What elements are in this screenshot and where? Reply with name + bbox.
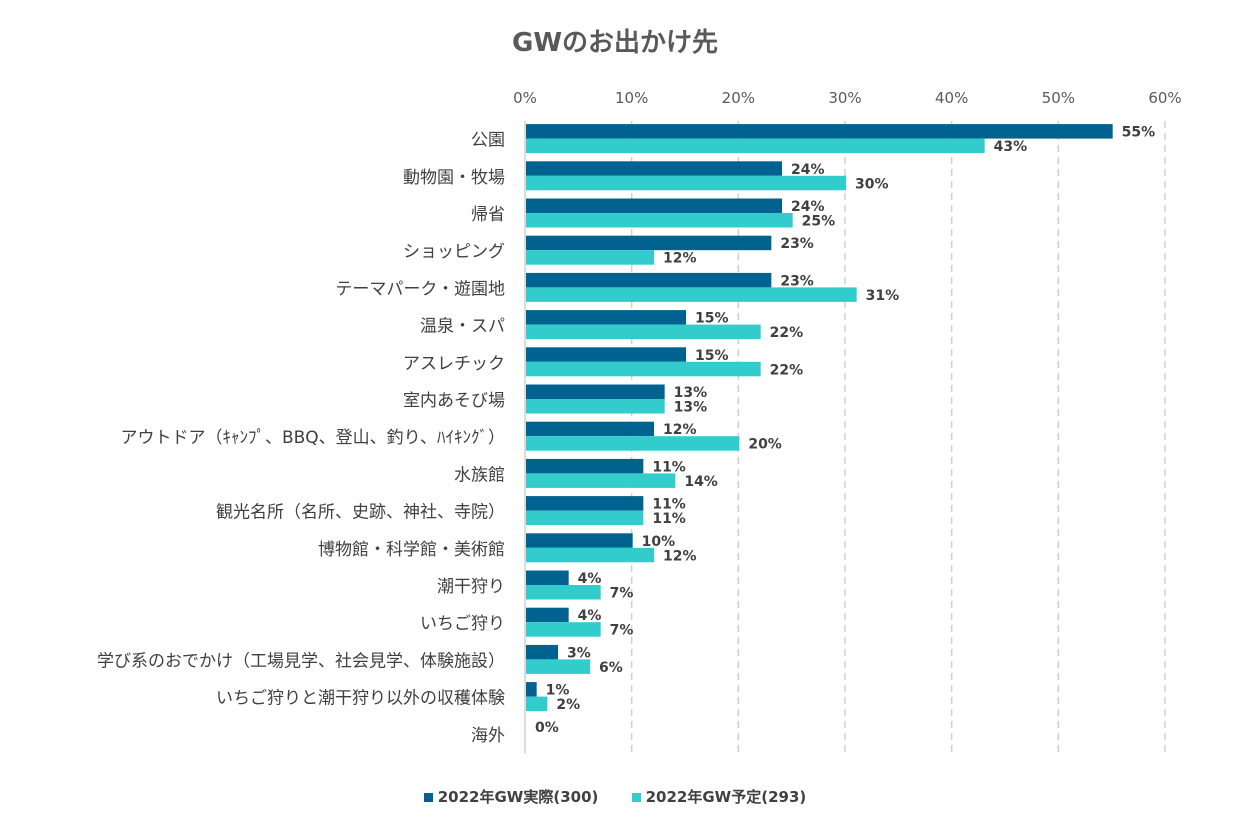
data-label: 23%: [780, 236, 814, 252]
bar: [526, 436, 740, 451]
bar: [526, 622, 601, 637]
category-label: 潮干狩り: [437, 577, 505, 597]
bar: [526, 138, 985, 154]
legend-item-planned: 2022年GW予定(293): [631, 786, 807, 807]
data-label: 0%: [535, 720, 559, 736]
bar: [526, 570, 569, 585]
bar: [526, 585, 601, 600]
category-label: 海外: [471, 726, 505, 746]
x-tick-label: 50%: [1042, 89, 1075, 107]
category-label: アウトドア（ｷｬﾝﾌﾟ、BBQ、登山、釣り、ﾊｲｷﾝｸﾞ）: [120, 428, 505, 448]
category-label: 博物館・科学館・美術館: [318, 540, 505, 560]
category-label: いちご狩りと潮干狩り以外の収穫体験: [216, 689, 505, 709]
data-label: 24%: [791, 162, 825, 178]
bar: [526, 421, 654, 437]
data-label: 7%: [610, 586, 634, 602]
bar: [526, 399, 665, 414]
data-label: 12%: [663, 251, 697, 267]
data-label: 12%: [663, 422, 697, 438]
bar: [526, 235, 772, 251]
category-label: 学び系のおでかけ（工場見学、社会見学、体験施設）: [97, 651, 505, 671]
x-tick-label: 60%: [1148, 89, 1181, 107]
data-label: 13%: [674, 400, 708, 416]
data-label: 15%: [695, 348, 729, 364]
data-label: 2%: [556, 697, 580, 713]
data-label: 4%: [578, 571, 602, 587]
data-label: 15%: [695, 311, 729, 327]
bar: [526, 607, 569, 623]
bar: [526, 533, 633, 548]
x-tick-label: 40%: [935, 89, 968, 107]
bar: [526, 547, 654, 563]
bar: [526, 347, 686, 362]
data-label: 31%: [866, 288, 900, 304]
bar: [526, 659, 590, 674]
data-label: 11%: [652, 497, 686, 513]
data-label: 30%: [855, 176, 889, 192]
bar: [526, 161, 782, 176]
x-tick-label: 20%: [722, 89, 755, 107]
data-label: 4%: [578, 608, 602, 624]
bar: [526, 324, 761, 340]
data-label: 6%: [599, 660, 623, 676]
bar: [526, 682, 537, 697]
legend-swatch: [631, 793, 641, 802]
category-label: 観光名所（名所、史跡、神社、寺院）: [216, 503, 505, 523]
x-tick-label: 30%: [828, 89, 861, 107]
bar: [526, 696, 548, 712]
data-label: 22%: [770, 362, 804, 378]
bar: [526, 510, 644, 526]
category-label: 帰省: [471, 205, 505, 225]
data-label: 23%: [780, 273, 814, 289]
bar: [526, 213, 793, 228]
data-label: 10%: [642, 534, 676, 550]
legend-label: 2022年GW実際(300): [437, 788, 599, 806]
category-label: 水族館: [454, 465, 505, 485]
data-label: 3%: [567, 645, 591, 661]
legend-item-actual: 2022年GW実際(300): [423, 786, 599, 807]
category-label: ショッピング: [403, 242, 505, 262]
chart-title: GWのお出かけ先: [511, 28, 719, 58]
bar: [526, 250, 654, 265]
data-label: 25%: [802, 214, 836, 230]
data-label: 11%: [652, 511, 686, 527]
data-label: 1%: [546, 683, 570, 699]
data-label: 55%: [1122, 125, 1156, 141]
data-label: 22%: [770, 325, 804, 341]
bar: [526, 644, 558, 660]
legend-label: 2022年GW予定(293): [645, 788, 807, 806]
data-label: 20%: [748, 437, 782, 453]
bar: [526, 458, 644, 474]
data-label: 7%: [610, 623, 634, 639]
legend: 2022年GW実際(300) 2022年GW予定(293): [0, 786, 1230, 807]
x-tick-label: 10%: [615, 89, 648, 107]
data-label: 11%: [652, 459, 686, 475]
data-label: 24%: [791, 199, 825, 215]
bar: [526, 198, 782, 213]
data-label: 43%: [994, 139, 1028, 155]
bar: [526, 361, 761, 377]
bar: [526, 124, 1113, 139]
data-label: 14%: [684, 474, 718, 490]
category-label: テーマパーク・遊園地: [335, 279, 505, 299]
category-label: 公園: [471, 131, 505, 151]
x-tick-label: 0%: [513, 89, 537, 107]
bar: [526, 272, 772, 288]
bar: [526, 310, 686, 325]
bar: [526, 496, 644, 511]
bar: [526, 287, 857, 302]
category-label: いちご狩り: [420, 614, 505, 634]
bar: [526, 473, 676, 488]
category-label: 動物園・牧場: [403, 168, 505, 188]
category-label: 温泉・スパ: [420, 317, 505, 337]
bar: [526, 384, 665, 399]
legend-swatch: [423, 793, 433, 802]
data-label: 13%: [674, 385, 708, 401]
bar: [526, 175, 846, 191]
category-label: 室内あそび場: [403, 391, 505, 411]
category-label: アスレチック: [403, 354, 505, 374]
data-label: 12%: [663, 548, 697, 564]
